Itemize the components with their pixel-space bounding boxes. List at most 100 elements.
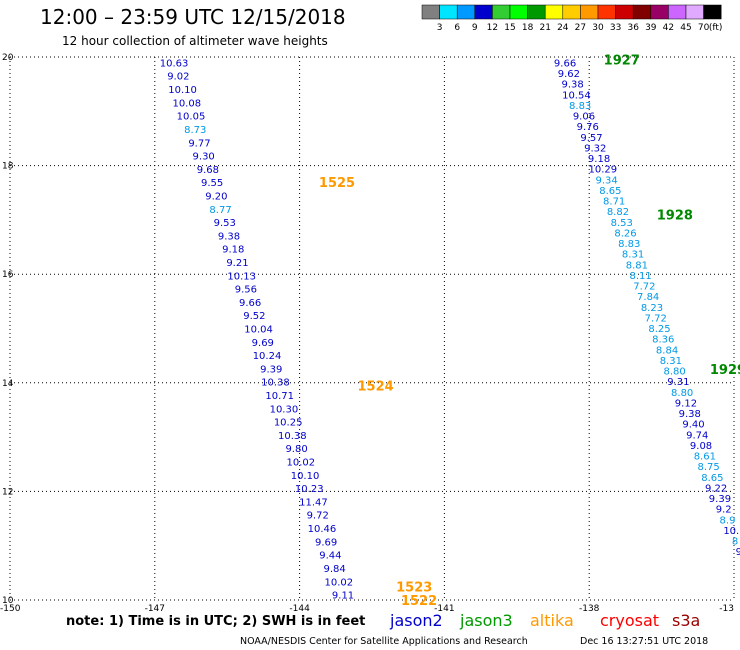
wave-height-label: 8.11 [629, 271, 651, 282]
x-tick-label: -147 [145, 604, 165, 614]
wave-height-label: 8.31 [622, 250, 644, 261]
x-tick-label: -138 [579, 604, 600, 614]
wave-height-label: 10.29 [589, 165, 618, 176]
wave-height-label: 9.76 [577, 122, 599, 133]
colorbar-legend: 3 6 9 12 15 18 21 24 27 30 33 36 39 42 45 70 (ft) [421, 4, 722, 33]
colorbar-label: 6 [454, 23, 460, 33]
wave-height-label: 10.38 [261, 378, 290, 389]
wave-height-label: 9.74 [686, 430, 708, 441]
colorbar-swatch [544, 4, 564, 20]
colorbar-label: 18 [522, 23, 534, 33]
x-tick-label: -141 [434, 604, 454, 614]
pass-number-label: 1928 [657, 208, 693, 223]
wave-height-label: 9.38 [561, 80, 583, 91]
wave-height-label: 10.23 [295, 484, 324, 495]
wave-height-label: 9.39 [260, 364, 282, 375]
credit-left: NOAA/NESDIS Center for Satellite Applica… [240, 636, 528, 647]
wave-height-label: 8.9 [720, 515, 736, 526]
satellite-legend-jason3: jason3 [459, 611, 513, 630]
wave-height-label: 9.38 [218, 231, 240, 242]
wave-height-label: 10.05 [177, 112, 206, 123]
colorbar-swatch [685, 4, 704, 20]
wave-height-label: 9.44 [319, 551, 341, 562]
wave-height-label: 9.34 [595, 175, 617, 186]
wave-height-label: 8.61 [694, 452, 716, 463]
wave-height-label: 9.52 [243, 311, 265, 322]
wave-height-label: 10.30 [270, 404, 299, 415]
satellite-legend-altika: altika [530, 611, 574, 630]
wave-height-label: 9.68 [197, 165, 219, 176]
wave-height-label: 8.81 [626, 260, 648, 271]
colorbar-swatch [597, 4, 616, 20]
colorbar-swatch [562, 4, 581, 20]
wave-height-label: 9.56 [235, 285, 257, 296]
colorbar-swatch [474, 4, 493, 20]
wave-height-label: 7.84 [637, 292, 659, 303]
wave-height-label: 9.32 [584, 143, 606, 154]
colorbar-label: 36 [627, 23, 639, 33]
colorbar-label: 12 [487, 23, 498, 33]
pass-number-label: 1524 [358, 380, 394, 395]
wave-height-label: 10.24 [253, 351, 282, 362]
colorbar-label: 30 [592, 23, 604, 33]
colorbar-label: 42 [663, 23, 674, 33]
x-tick-label: -150 [0, 604, 21, 614]
wave-height-label: 9.72 [307, 511, 329, 522]
pass-number-label: 1927 [604, 54, 640, 69]
wave-height-label: 9.21 [226, 258, 248, 269]
wave-height-label: 10.63 [160, 58, 189, 69]
wave-height-label: 10. [723, 526, 739, 537]
wave-height-label: 10.13 [227, 271, 256, 282]
grid-lines [9, 56, 735, 601]
wave-height-label: 8.83 [618, 239, 640, 250]
wave-height-label: 8.71 [603, 197, 625, 208]
wave-height-label: 9.66 [239, 298, 261, 309]
colorbar-swatch [456, 4, 476, 20]
colorbar-swatch [439, 4, 458, 20]
satellite-legend-cryosat: cryosat [600, 611, 659, 630]
y-tick-label: 18 [2, 162, 14, 172]
satellite-legend-jason2: jason2 [389, 611, 443, 630]
wave-height-label: 9.62 [558, 69, 580, 80]
y-tick-label: 12 [2, 487, 13, 497]
wave-height-label: 10.10 [291, 471, 320, 482]
colorbar-label: 9 [472, 23, 478, 33]
wave-height-label: 11.47 [299, 497, 328, 508]
chart-title: 12:00 – 23:59 UTC 12/15/2018 [40, 5, 346, 29]
colorbar-swatch [703, 4, 722, 20]
colorbar-label: 24 [557, 23, 569, 33]
wave-height-label: 9.80 [285, 444, 307, 455]
wave-height-label: 9.39 [709, 494, 731, 505]
colorbar-label: 70 [698, 23, 710, 33]
y-tick-label: 20 [2, 53, 14, 63]
pass-number-label: 1522 [401, 594, 437, 609]
wave-height-label: 8.26 [614, 228, 636, 239]
wave-height-label: 9.53 [214, 218, 236, 229]
wave-height-label: 9.66 [554, 58, 576, 69]
colorbar-label: 3 [437, 23, 443, 33]
colorbar-label: 45 [680, 23, 691, 33]
wave-height-label: 10.10 [168, 85, 197, 96]
wave-height-label: 9.06 [573, 112, 595, 123]
colorbar-swatch [650, 4, 669, 20]
colorbar-label: 15 [504, 23, 515, 33]
colorbar-swatch [632, 4, 652, 20]
wave-height-label: 10.38 [278, 431, 307, 442]
wave-height-label: 8.82 [607, 207, 629, 218]
wave-height-label: 9.77 [188, 138, 210, 149]
colorbar-label: 21 [539, 23, 550, 33]
wave-height-label: 8.80 [671, 388, 693, 399]
wave-height-label: 9.11 [332, 591, 354, 602]
wave-height-label: 8.53 [611, 218, 633, 229]
colorbar-swatch [509, 4, 528, 20]
chart-subtitle: 12 hour collection of altimeter wave hei… [62, 34, 328, 48]
wave-height-label: 8.73 [184, 125, 206, 136]
wave-height-label: 9.31 [667, 377, 689, 388]
wave-height-label: 10.46 [308, 524, 337, 535]
wave-height-label: 8.84 [656, 345, 678, 356]
wave-height-label: 8.83 [569, 101, 591, 112]
wave-height-label: 10.02 [324, 577, 353, 588]
wave-height-label: 8.65 [599, 186, 621, 197]
